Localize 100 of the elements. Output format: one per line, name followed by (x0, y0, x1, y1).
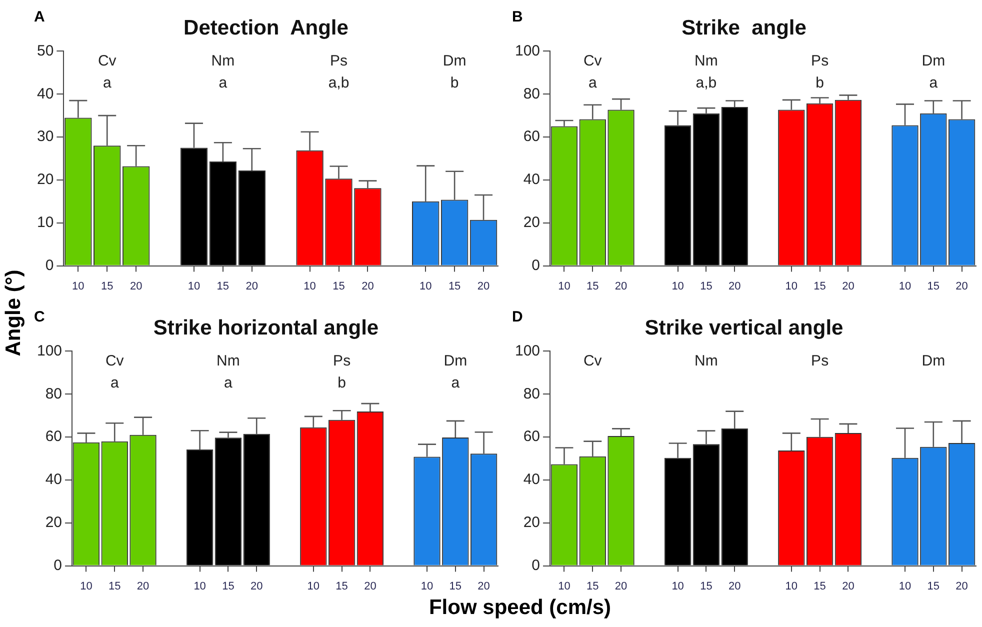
annotation: Nm (216, 352, 240, 370)
y-tick-label: 20 (45, 514, 62, 532)
annotation: Cv (583, 352, 602, 370)
y-tick-label: 40 (36, 85, 54, 102)
chart-subtitle: C (34, 308, 45, 326)
x-tick-label: 20 (956, 580, 968, 592)
y-tick-label: 10 (36, 214, 54, 232)
x-tick-label: 15 (700, 280, 712, 292)
annotation: a (929, 74, 938, 92)
annotation: a (224, 374, 234, 392)
annotation: Cv (105, 352, 124, 370)
annotation: Ps (811, 352, 829, 370)
annotation: b (450, 74, 459, 92)
x-tick-label: 10 (898, 280, 912, 292)
y-tick-label: 60 (523, 428, 540, 446)
annotation: Ps (330, 52, 348, 70)
chart-title: Detection Angle (184, 16, 348, 40)
x-tick-label: 10 (304, 280, 316, 292)
annotation: Dm (442, 52, 466, 70)
x-tick-label: 20 (250, 580, 263, 592)
y-tick-label: 80 (523, 85, 540, 102)
chart-subtitle: A (34, 8, 45, 26)
annotation: a,b (328, 74, 350, 92)
y-tick-label: 100 (514, 42, 540, 60)
y-axis-title: Angle (°) (2, 270, 26, 356)
x-tick-label: 15 (100, 280, 114, 292)
annotation: a (102, 74, 112, 92)
x-tick-label: 10 (672, 580, 684, 592)
y-tick-label: 40 (45, 471, 62, 488)
x-tick-label: 15 (332, 280, 345, 292)
x-tick-label: 20 (728, 280, 741, 292)
y-tick-label: 0 (532, 256, 540, 274)
x-tick-label: 10 (188, 280, 200, 292)
x-axis-title: Flow speed (cm/s) (428, 596, 612, 620)
x-tick-label: 20 (362, 280, 374, 292)
x-tick-label: 15 (927, 580, 940, 592)
x-tick-label: 20 (728, 580, 741, 592)
y-tick-label: 40 (523, 171, 540, 188)
x-tick-label: 10 (72, 280, 84, 292)
annotation: a (218, 74, 228, 92)
x-tick-label: 10 (785, 580, 798, 592)
x-tick-label: 15 (449, 580, 462, 592)
annotation: Nm (211, 52, 235, 70)
y-tick-label: 100 (36, 342, 62, 360)
x-tick-label: 15 (336, 580, 348, 592)
x-tick-label: 10 (558, 280, 570, 292)
x-tick-label: 20 (842, 580, 854, 592)
y-tick-label: 20 (523, 214, 540, 232)
x-tick-label: 10 (419, 280, 432, 292)
y-tick-label: 60 (523, 128, 540, 146)
x-tick-label: 20 (477, 280, 490, 292)
x-tick-label: 10 (80, 580, 92, 592)
y-tick-label: 0 (54, 556, 62, 574)
x-tick-label: 10 (672, 280, 684, 292)
annotation: a (110, 374, 120, 392)
x-tick-label: 20 (842, 280, 854, 292)
annotation: Ps (811, 52, 829, 70)
chart-title: Strike vertical angle (644, 316, 844, 340)
annotation: Dm (922, 52, 946, 70)
x-tick-label: 20 (478, 580, 490, 592)
x-tick-label: 10 (420, 580, 434, 592)
annotation: Cv (98, 52, 117, 70)
x-tick-label: 20 (136, 580, 150, 592)
annotation: a,b (696, 74, 717, 92)
x-tick-label: 15 (216, 280, 230, 292)
annotation: Cv (583, 52, 602, 70)
x-tick-label: 20 (364, 580, 376, 592)
y-tick-label: 20 (36, 171, 54, 188)
annotation: b (816, 74, 824, 92)
annotation: Nm (694, 352, 718, 370)
annotation: Dm (444, 352, 468, 370)
annotation: Ps (333, 352, 351, 370)
annotation: Nm (694, 52, 718, 70)
y-tick-label: 80 (45, 385, 62, 402)
annotation: Dm (922, 352, 946, 370)
x-tick-label: 15 (927, 280, 940, 292)
y-tick-label: 0 (532, 556, 540, 574)
annotation: b (338, 374, 346, 392)
y-tick-label: 30 (36, 128, 54, 146)
x-tick-label: 15 (222, 580, 234, 592)
y-tick-label: 20 (523, 514, 540, 532)
y-tick-label: 60 (45, 428, 62, 446)
y-tick-label: 80 (523, 385, 540, 402)
chart-subtitle: B (512, 8, 523, 26)
chart-subtitle: D (512, 308, 523, 326)
x-tick-label: 10 (898, 580, 912, 592)
x-tick-label: 20 (130, 280, 142, 292)
x-tick-label: 15 (586, 580, 599, 592)
x-tick-label: 15 (448, 280, 461, 292)
chart-title: Strike angle (682, 16, 806, 40)
x-tick-label: 20 (614, 280, 628, 292)
chart-title: Strike horizontal angle (153, 316, 379, 340)
y-tick-label: 50 (36, 42, 54, 60)
y-tick-label: 0 (45, 256, 54, 274)
x-tick-label: 10 (558, 580, 570, 592)
x-tick-label: 20 (614, 580, 628, 592)
x-tick-label: 10 (307, 580, 320, 592)
x-tick-label: 15 (108, 580, 121, 592)
x-tick-label: 15 (700, 580, 712, 592)
x-tick-label: 15 (814, 580, 826, 592)
